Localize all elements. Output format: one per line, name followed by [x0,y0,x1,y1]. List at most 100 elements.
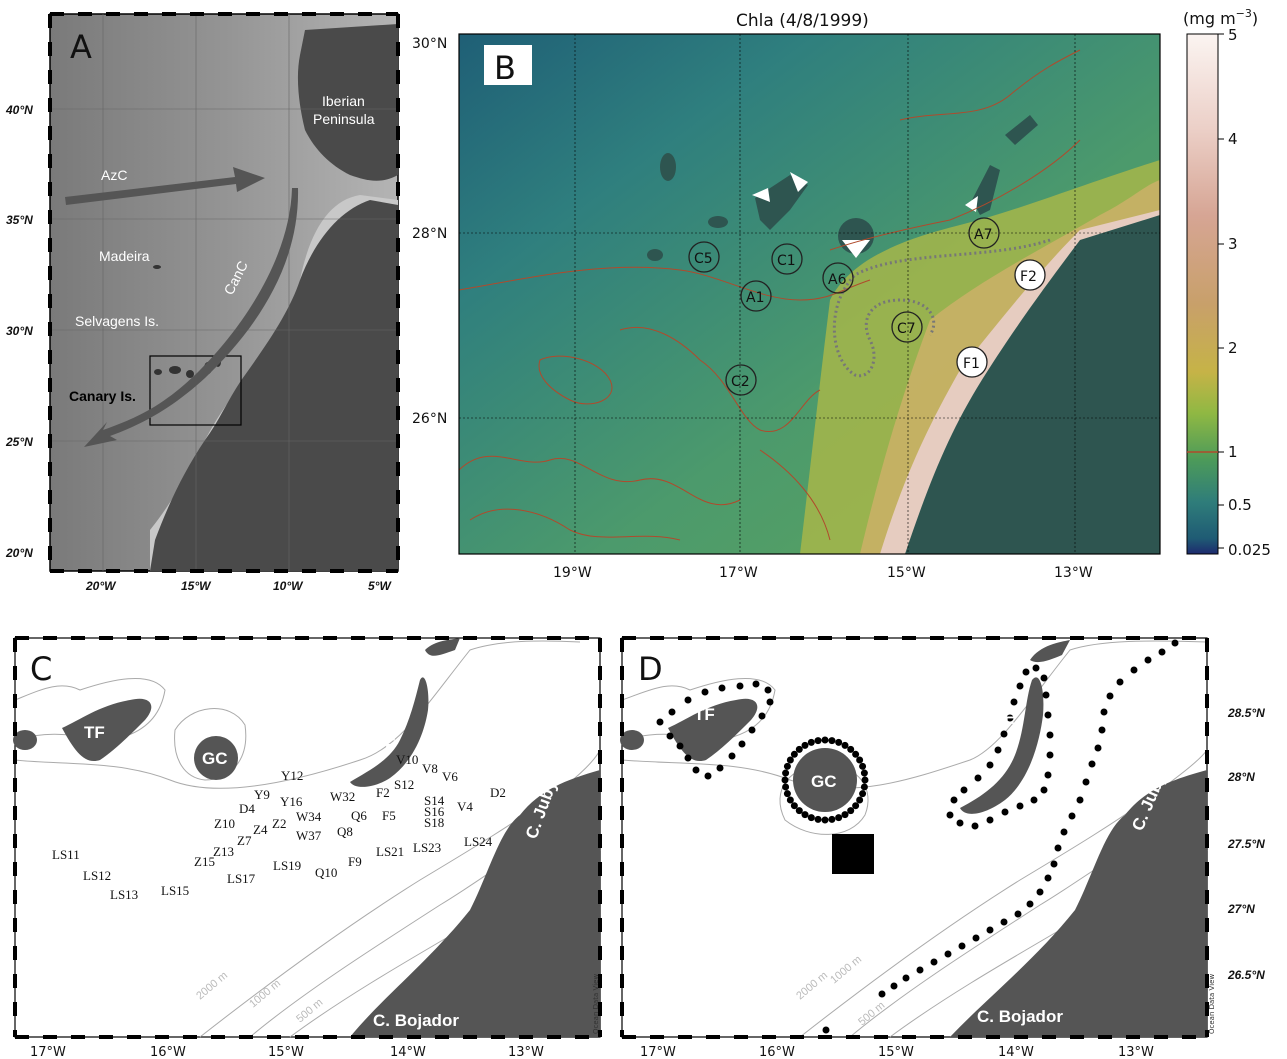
sampling-dot [847,807,855,815]
azores-current-arrow [65,167,265,205]
sampling-dot [1050,860,1058,868]
sampling-dot [1106,692,1114,700]
sampling-dot [752,680,760,688]
sampling-dot [1044,711,1052,719]
sampling-dot [852,750,860,758]
sampling-dot [1046,731,1054,739]
eddy-c2 [725,364,757,396]
sampling-dot [1046,751,1054,759]
sampling-dot [1100,708,1108,716]
label-selvagens: Selvagens Is. [75,313,159,329]
eddy-label-c7: C7 [897,321,916,337]
sampling-dot [847,745,855,753]
sampling-dot [1006,714,1014,722]
sampling-dot [1014,910,1022,918]
d-lat-26-5: 26.5°N [1227,968,1265,982]
sampling-dot [859,790,867,798]
panel-c-la-gomera [13,730,37,750]
panel-d-fuerteventura [960,677,1044,814]
eddy-label-c5: C5 [694,251,713,267]
station: W34 [296,809,322,824]
station: LS12 [83,868,111,883]
cbar-4: 4 [1228,130,1238,148]
eddy-c5 [688,241,720,273]
sampling-dot [821,736,829,744]
sampling-dot [704,772,712,780]
madeira-island [153,265,161,269]
eddy-label-a1: A1 [746,290,764,306]
eddy-label-c2: C2 [731,374,750,390]
sampling-dot [1044,874,1052,882]
panel-d-africa-land [950,770,1207,1037]
eddy-f1 [956,346,988,378]
eddy-a7 [968,217,1000,249]
sampling-dot [1068,812,1076,820]
station: LS13 [110,887,138,902]
station: Q6 [351,808,367,823]
panel-c-fuerteventura [350,677,429,787]
eddy-label-f1: F1 [963,356,980,372]
a-lon-5: 5°W [368,579,392,593]
d-label-f: F [1004,713,1014,732]
sampling-dot [878,990,886,998]
sampling-dot [738,740,746,748]
panel-a-grid [50,14,398,571]
sampling-dot [783,790,791,798]
station: S14 [424,793,445,808]
station: F9 [348,854,362,869]
panel-b-contours [458,49,1081,541]
label-iberian: Iberian [322,93,365,109]
panel-c-africa-land [350,770,600,1037]
station: LS24 [464,834,493,849]
panel-a-iberia-land [297,24,398,181]
label-peninsula: Peninsula [313,111,375,127]
c-label-tf: TF [84,723,105,742]
sampling-dot [786,756,794,764]
sampling-dot [1076,796,1084,804]
panel-a-letter: A [70,28,92,66]
study-area-box [149,355,242,426]
eddy-markers [688,217,1000,396]
sampling-dot [960,786,968,794]
station: V8 [422,761,438,776]
station: Z10 [214,816,235,831]
eddy-label-f2: F2 [1020,269,1037,285]
sampling-dot [1032,664,1040,672]
sampling-dot [1036,888,1044,896]
colorbar-unit: (mg m−3) [1183,7,1258,28]
sampling-dot [748,726,756,734]
panel-a-africa-land [150,200,398,571]
sampling-dot [861,776,869,784]
sampling-dot [758,712,766,720]
d-lon-17: 17°W [640,1045,676,1059]
sampling-dot [684,696,692,704]
station: LS19 [273,858,301,873]
sampling-dot [1040,674,1048,682]
eddy-label-a6: A6 [828,272,847,288]
sampling-dot [860,783,868,791]
sampling-dot [790,802,798,810]
sampling-dot [822,1026,830,1034]
sampling-dot [1158,648,1166,656]
sampling-dot [958,942,966,950]
sampling-dot [1144,656,1152,664]
station: Z7 [237,833,252,848]
sampling-dot [1010,698,1018,706]
sampling-dot [835,738,843,746]
cbar-0-5: 0.5 [1228,496,1252,514]
station: F5 [382,808,396,823]
panel-b-letter-box [484,45,532,85]
eddy-a1 [740,280,772,312]
sampling-dot [972,934,980,942]
sampling-dot [1088,760,1096,768]
station: S18 [424,815,444,830]
panel-d: D TF GC F C. Juby C. Bojador 2000 m 1000… [620,637,1265,1059]
a-lon-10: 10°W [273,579,304,593]
sampling-dot [828,815,836,823]
b-lon-17: 17°W [719,565,758,581]
sampling-dot [1000,730,1008,738]
d-credit: Ocean Data View [1208,974,1216,1034]
c-lon-14: 14°W [390,1045,426,1059]
station: W32 [330,789,355,804]
